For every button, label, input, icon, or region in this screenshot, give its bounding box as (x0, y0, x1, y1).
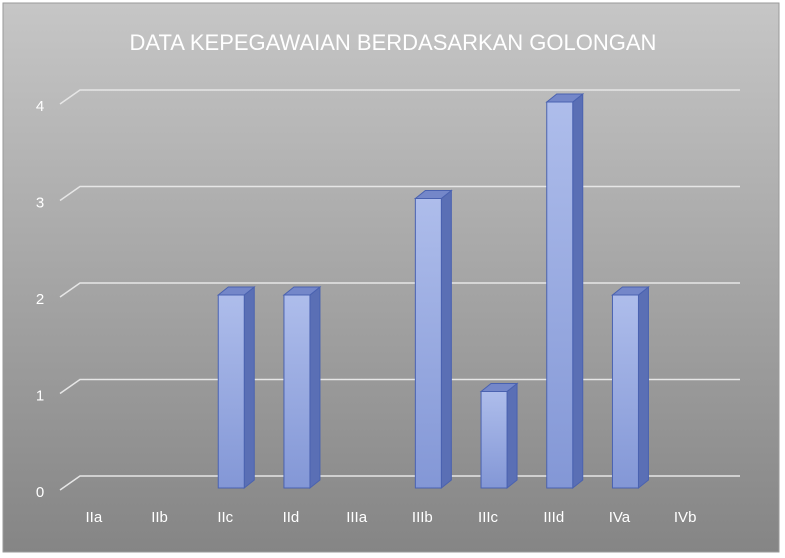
x-tick-label: IIIa (346, 509, 368, 526)
bar (479, 382, 519, 490)
bar-front (611, 294, 639, 489)
x-tick-label: IIc (217, 509, 233, 526)
y-tick-label: 2 (36, 291, 44, 308)
grid-line (59, 475, 740, 491)
grid-line (59, 378, 740, 395)
grid-line (59, 185, 740, 202)
y-tick-label: 4 (36, 98, 44, 115)
bar-front (546, 101, 574, 489)
grid-line (59, 282, 740, 298)
x-tick-label: IIa (86, 509, 103, 526)
bar (282, 285, 322, 490)
y-tick-label: 3 (36, 194, 44, 211)
bar-side (440, 189, 452, 490)
bar-side (243, 285, 255, 490)
y-tick-label: 0 (36, 484, 44, 501)
bar-side (637, 285, 649, 490)
chart-title: DATA KEPEGAWAIAN BERDASARKAN GOLONGAN (130, 30, 657, 55)
y-tick-label: 1 (36, 387, 44, 404)
x-tick-label: IIId (543, 509, 564, 526)
bar-front (480, 391, 508, 489)
bar (413, 189, 453, 490)
x-tick-label: IVb (674, 509, 697, 526)
bar-front (283, 294, 311, 489)
bar-side (309, 285, 321, 490)
chart-background (2, 2, 780, 553)
bar (216, 285, 256, 490)
bar-side (506, 382, 518, 490)
bar (545, 92, 585, 490)
x-tick-label: IIIb (412, 509, 433, 526)
bar (611, 285, 650, 490)
x-tick-label: IId (283, 509, 300, 526)
x-tick-label: IIb (151, 509, 168, 526)
grid-line (59, 89, 740, 105)
x-tick-label: IIIc (478, 509, 499, 526)
bar-front (414, 198, 442, 489)
x-tick-label: IVa (609, 509, 631, 526)
bar-side (572, 92, 584, 490)
bar-front (217, 294, 245, 489)
